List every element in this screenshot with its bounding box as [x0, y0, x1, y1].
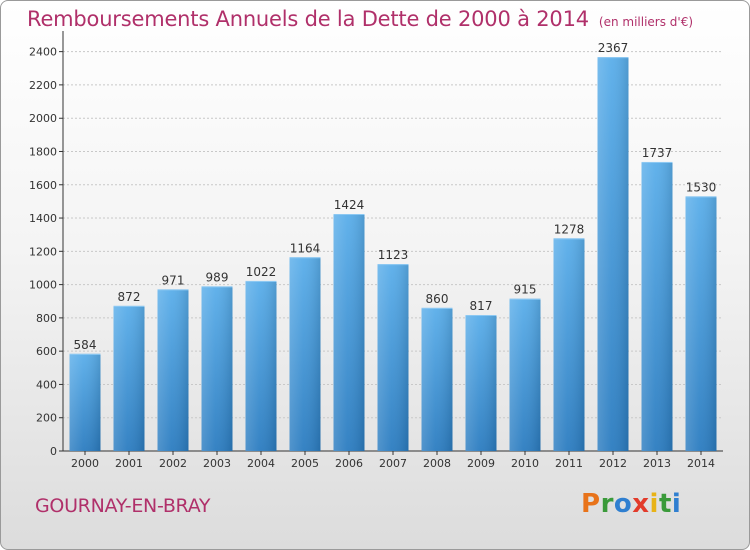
data-label: 1164: [290, 241, 321, 255]
data-label: 2367: [598, 41, 629, 55]
y-tick-label: 1600: [29, 179, 57, 192]
data-label: 971: [162, 273, 185, 287]
chart-title-block: Remboursements Annuels de la Dette de 20…: [27, 7, 693, 31]
chart-title: Remboursements Annuels de la Dette de 20…: [27, 7, 589, 31]
x-tick-label: 2008: [423, 457, 451, 470]
data-label: 584: [74, 338, 97, 352]
y-tick-label: 800: [36, 312, 57, 325]
bar-shine: [289, 257, 321, 451]
city-name: GOURNAY-EN-BRAY: [35, 495, 211, 517]
y-tick-label: 0: [50, 445, 57, 458]
y-tick-label: 1800: [29, 145, 57, 158]
bar-shine: [157, 289, 189, 451]
logo-letter: i: [649, 489, 659, 519]
y-tick-label: 400: [36, 378, 57, 391]
x-tick-label: 2004: [247, 457, 275, 470]
chart-unit-label: (en milliers d'€): [598, 15, 694, 29]
logo-letter: o: [613, 489, 633, 519]
bar-shine: [377, 264, 409, 451]
x-tick-label: 2001: [115, 457, 143, 470]
bar-shine: [333, 214, 365, 451]
bars: [69, 57, 717, 452]
data-label: 1530: [686, 180, 717, 194]
data-label: 1022: [246, 265, 277, 279]
y-tick-label: 2200: [29, 79, 57, 92]
bar-shine: [69, 353, 101, 451]
y-tick-label: 2000: [29, 112, 57, 125]
bar-shine: [201, 286, 233, 451]
bar-shine: [597, 57, 629, 452]
y-tick-label: 1400: [29, 212, 57, 225]
bar-shine: [509, 298, 541, 451]
data-label: 1123: [378, 248, 409, 262]
data-label: 872: [118, 290, 141, 304]
data-label: 817: [470, 299, 493, 313]
x-tick-labels: 2000 2001 2002 2003 2004 2005 2006 2007 2008 2009…: [71, 457, 715, 470]
data-label: 1278: [554, 222, 585, 236]
proxiti-logo: Proxiti: [581, 489, 681, 519]
bar-shine: [553, 238, 585, 451]
bar-shine: [113, 305, 145, 451]
y-tick-label: 600: [36, 345, 57, 358]
x-tick-label: 2000: [71, 457, 99, 470]
data-label: 1737: [642, 146, 673, 160]
data-label: 860: [426, 292, 449, 306]
x-tick-label: 2003: [203, 457, 231, 470]
logo-letter: i: [671, 489, 682, 519]
y-tick-labels: 0 200 400 600 800 1000 1200 1400 1600 1800 2000 220…: [29, 46, 57, 458]
x-tick-label: 2007: [379, 457, 407, 470]
x-tick-label: 2002: [159, 457, 187, 470]
y-tick-label: 1200: [29, 245, 57, 258]
bar-shine: [245, 280, 277, 451]
logo-letter: x: [632, 489, 650, 519]
logo-letter: P: [581, 489, 601, 519]
y-tick-label: 200: [36, 412, 57, 425]
bar-shine: [641, 161, 673, 451]
x-tick-label: 2006: [335, 457, 363, 470]
data-labels: 584 872 971 989 1022 1164 1424 1123 860 817 915 127…: [74, 41, 717, 352]
x-tick-label: 2010: [511, 457, 539, 470]
x-tick-label: 2009: [467, 457, 495, 470]
y-tick-label: 2400: [29, 46, 57, 59]
x-tick-label: 2011: [555, 457, 583, 470]
data-label: 989: [206, 270, 229, 284]
bar-shine: [685, 196, 717, 451]
data-label: 915: [514, 283, 537, 297]
logo-letter: r: [600, 489, 614, 519]
x-tick-label: 2014: [687, 457, 715, 470]
bar-shine: [465, 315, 497, 451]
x-tick-label: 2013: [643, 457, 671, 470]
x-tick-label: 2012: [599, 457, 627, 470]
y-tick-label: 1000: [29, 279, 57, 292]
logo-letter: t: [658, 489, 672, 519]
data-label: 1424: [334, 198, 365, 212]
bar-shine: [421, 307, 453, 451]
x-tick-label: 2005: [291, 457, 319, 470]
